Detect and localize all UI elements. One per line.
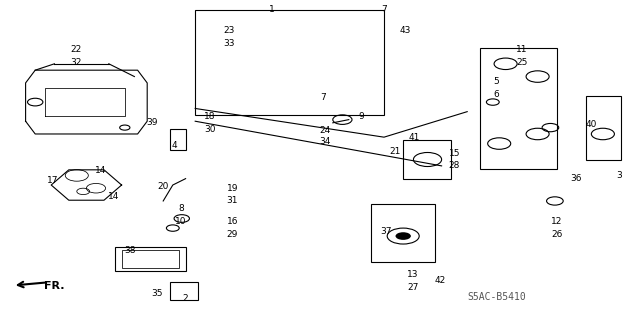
Text: 6: 6 [493,90,499,99]
Text: 1: 1 [269,5,275,14]
Text: 3: 3 [617,171,622,180]
Text: 24: 24 [319,126,331,135]
Text: 34: 34 [319,137,331,146]
Text: 8: 8 [179,204,184,213]
Text: 9: 9 [359,112,364,121]
Bar [170,129,186,150]
Bar [170,282,198,300]
Text: 22: 22 [70,45,81,54]
Text: 4: 4 [172,141,177,150]
Text: 16: 16 [227,217,238,226]
Text: 14: 14 [108,192,120,201]
Text: FR.: FR. [44,280,64,291]
Bar [115,247,186,271]
Text: 26: 26 [551,230,563,239]
Text: 15: 15 [449,149,460,158]
Text: 40: 40 [586,120,597,129]
Text: 14: 14 [95,166,107,175]
Text: 43: 43 [399,26,411,35]
Text: 12: 12 [551,217,563,226]
Text: 33: 33 [223,39,235,48]
Text: 42: 42 [435,276,446,285]
Text: 28: 28 [449,161,460,170]
Text: 41: 41 [409,133,420,142]
Text: 19: 19 [227,184,238,193]
Text: 37: 37 [380,227,392,236]
Bar [195,10,384,115]
Text: 25: 25 [516,58,527,67]
Text: 5: 5 [493,77,499,86]
Text: S5AC-B5410: S5AC-B5410 [467,292,526,302]
Text: 23: 23 [223,26,235,35]
Text: 20: 20 [157,182,169,191]
Text: 36: 36 [570,174,582,183]
Text: 17: 17 [47,176,59,185]
Bar [586,96,621,160]
Text: 10: 10 [175,217,187,226]
Bar [122,250,179,268]
Text: 32: 32 [70,58,81,67]
Text: 21: 21 [390,147,401,156]
Text: 13: 13 [407,270,419,279]
Text: 31: 31 [227,197,238,205]
Text: 38: 38 [124,246,136,255]
Bar [371,204,435,262]
Bar [480,48,557,169]
Text: 11: 11 [516,45,527,54]
Text: 2: 2 [183,294,188,303]
Circle shape [396,232,411,240]
Text: 7: 7 [321,93,326,102]
Text: 30: 30 [204,125,216,134]
Text: 27: 27 [407,283,419,292]
Text: 18: 18 [204,112,216,121]
Text: 29: 29 [227,230,238,239]
Text: 39: 39 [147,118,158,127]
Text: 7: 7 [381,5,387,14]
Text: 35: 35 [151,289,163,298]
Bar [403,140,451,179]
